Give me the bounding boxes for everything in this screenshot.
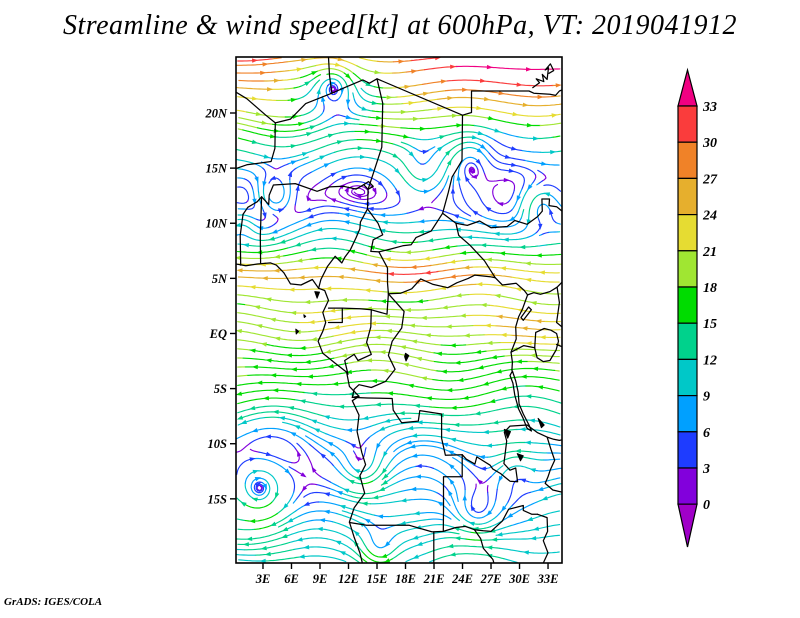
colorbar-segment xyxy=(677,141,698,179)
colorbar-above-max-arrow xyxy=(677,67,698,107)
lake-island-feature xyxy=(404,352,410,362)
colorbar-below-min-arrow xyxy=(677,503,698,548)
country-border xyxy=(461,89,562,116)
y-tick-label: 15S xyxy=(208,492,228,506)
x-tick-label: 24E xyxy=(451,572,473,586)
country-border xyxy=(367,78,384,190)
country-border xyxy=(532,63,555,89)
lake-island-feature xyxy=(314,291,320,299)
colorbar-level-label: 21 xyxy=(702,245,717,260)
lake-island-feature xyxy=(516,453,524,462)
y-tick-label: 10N xyxy=(205,217,228,231)
country-border xyxy=(520,306,533,321)
country-border xyxy=(378,251,390,295)
country-border xyxy=(351,396,463,456)
colorbar-segment xyxy=(677,177,698,216)
lake-island-feature xyxy=(503,428,511,439)
country-border xyxy=(331,78,464,116)
country-border xyxy=(239,213,244,266)
lake-island-feature xyxy=(537,417,545,429)
country-border xyxy=(544,436,562,493)
colorbar-segment xyxy=(677,105,698,143)
chart-title: Streamline & wind speed[kt] at 600hPa, V… xyxy=(62,10,738,41)
colorbar-level-label: 30 xyxy=(702,136,717,151)
country-border xyxy=(327,293,390,315)
country-border xyxy=(536,513,549,563)
country-border xyxy=(348,504,539,533)
x-tick-label: 27E xyxy=(480,572,502,586)
country-border xyxy=(236,262,367,563)
x-tick-label: 15E xyxy=(367,572,388,586)
x-tick-label: 3E xyxy=(255,572,271,586)
x-tick-label: 6E xyxy=(284,572,299,586)
country-border xyxy=(555,343,562,348)
y-tick-label: EQ xyxy=(209,327,227,341)
colorbar-segment xyxy=(677,322,698,361)
country-border xyxy=(455,198,562,229)
country-border xyxy=(510,294,529,372)
country-border xyxy=(236,91,276,170)
country-border xyxy=(387,274,496,295)
colorbar-level-label: 0 xyxy=(703,498,710,513)
colorbar: 0 3 6 9 12 15 18 21 24 27 30 33 xyxy=(677,67,718,548)
y-tick-label: 5N xyxy=(212,272,228,286)
country-border xyxy=(317,188,369,289)
country-border xyxy=(363,180,374,190)
colorbar-segment xyxy=(677,395,698,433)
lake-island-feature xyxy=(295,328,300,335)
grads-attribution: GrADS: IGES/COLA xyxy=(4,596,103,608)
colorbar-segment xyxy=(677,358,698,397)
country-border xyxy=(259,196,263,264)
colorbar-level-label: 18 xyxy=(703,281,717,296)
country-border xyxy=(494,277,562,296)
y-tick-label: 5S xyxy=(214,382,227,396)
map-borders-layer xyxy=(236,57,562,563)
colorbar-level-label: 6 xyxy=(703,426,710,441)
x-tick-label: 30E xyxy=(508,572,530,586)
colorbar-segment xyxy=(677,286,698,324)
country-border xyxy=(473,529,495,563)
x-tick-label: 12E xyxy=(338,572,359,586)
colorbar-level-label: 27 xyxy=(702,172,718,187)
country-border xyxy=(509,370,533,432)
y-tick-label: 10S xyxy=(208,437,228,451)
country-border xyxy=(274,92,333,124)
plot-frame xyxy=(235,56,563,564)
country-border xyxy=(442,424,528,533)
streamline-arrowheads xyxy=(236,57,562,563)
country-border xyxy=(327,307,343,324)
colorbar-level-label: 3 xyxy=(702,462,710,477)
country-border xyxy=(510,344,536,353)
x-tick-label: 18E xyxy=(395,572,416,586)
colorbar-segment xyxy=(677,250,698,288)
colorbar-level-label: 12 xyxy=(703,353,717,368)
country-border xyxy=(526,424,562,442)
colorbar-segment xyxy=(677,467,698,505)
country-border xyxy=(534,327,560,363)
streamlines-layer xyxy=(236,57,562,563)
x-tick-label: 21E xyxy=(423,572,445,586)
country-border xyxy=(242,182,365,216)
colorbar-segment xyxy=(677,431,698,469)
country-border xyxy=(366,208,444,253)
x-tick-label: 33E xyxy=(537,572,559,586)
colorbar-level-label: 33 xyxy=(702,100,717,115)
colorbar-level-label: 24 xyxy=(702,209,717,224)
country-border xyxy=(555,286,562,328)
country-border xyxy=(441,212,496,279)
y-tick-label: 15N xyxy=(205,162,228,176)
country-border xyxy=(441,114,464,214)
colorbar-level-label: 15 xyxy=(703,317,717,332)
x-tick-label: 9E xyxy=(313,572,328,586)
country-border xyxy=(344,309,372,375)
colorbar-level-label: 9 xyxy=(703,390,710,405)
country-border xyxy=(327,57,333,94)
country-border xyxy=(351,293,405,399)
lake-island-feature xyxy=(303,314,307,318)
y-tick-label: 20N xyxy=(204,107,228,121)
colorbar-segment xyxy=(677,214,698,252)
